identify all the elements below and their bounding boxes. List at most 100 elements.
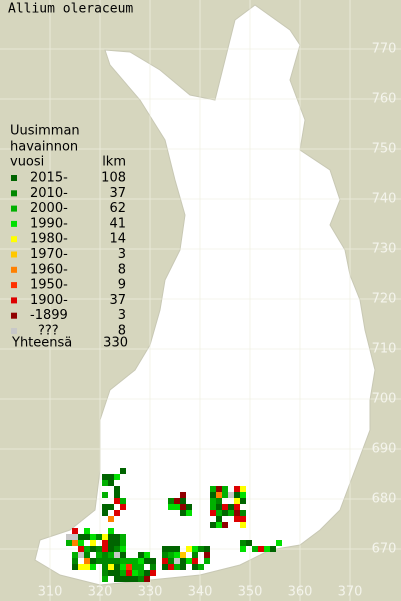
total-count: 330: [103, 336, 128, 351]
legend-count: 108: [101, 171, 126, 186]
observation-square: [168, 552, 174, 558]
observation-square: [174, 546, 180, 552]
observation-square: [114, 564, 120, 570]
observation-square: [66, 534, 72, 540]
observation-square: [114, 558, 120, 564]
observation-square: [204, 552, 210, 558]
observation-square: [78, 564, 84, 570]
observation-square: [222, 504, 228, 510]
observation-square: [168, 504, 174, 510]
observation-square: [102, 552, 108, 558]
observation-square: [138, 564, 144, 570]
observation-square: [84, 564, 90, 570]
observation-square: [90, 540, 96, 546]
legend-label: 1960-: [30, 262, 68, 277]
legend-swatch: [11, 220, 17, 227]
observation-square: [144, 576, 150, 582]
observation-square: [132, 558, 138, 564]
y-axis-label: 690: [372, 442, 397, 457]
y-axis-label: 670: [372, 542, 397, 557]
observation-square: [234, 498, 240, 504]
observation-square: [114, 492, 120, 498]
observation-square: [222, 510, 228, 516]
observation-square: [150, 558, 156, 564]
legend-count: 37: [109, 186, 126, 201]
observation-square: [114, 546, 120, 552]
observation-square: [186, 558, 192, 564]
legend-label: 1950-: [30, 278, 68, 293]
observation-square: [114, 474, 120, 480]
observation-square: [162, 546, 168, 552]
observation-square: [84, 534, 90, 540]
legend-label: 2015-: [30, 171, 68, 186]
observation-square: [222, 486, 228, 492]
observation-square: [270, 546, 276, 552]
legend-count: 41: [109, 216, 126, 231]
observation-square: [228, 510, 234, 516]
observation-square: [114, 534, 120, 540]
observation-square: [216, 510, 222, 516]
observation-square: [102, 564, 108, 570]
observation-square: [84, 528, 90, 534]
observation-square: [102, 570, 108, 576]
observation-square: [168, 564, 174, 570]
observation-square: [120, 558, 126, 564]
observation-square: [168, 498, 174, 504]
observation-square: [66, 540, 72, 546]
observation-square: [246, 540, 252, 546]
observation-square: [108, 504, 114, 510]
legend-swatch: [11, 282, 17, 289]
observation-square: [114, 552, 120, 558]
observation-square: [192, 552, 198, 558]
observation-square: [252, 546, 258, 552]
observation-square: [264, 546, 270, 552]
legend-label: ???: [38, 324, 59, 339]
observation-square: [102, 504, 108, 510]
legend-count: 8: [118, 262, 126, 277]
x-axis-label: 330: [138, 585, 163, 600]
observation-square: [102, 480, 108, 486]
observation-square: [96, 552, 102, 558]
legend-swatch: [11, 251, 17, 258]
observation-square: [126, 558, 132, 564]
observation-square: [234, 516, 240, 522]
legend-header: Uusimman: [10, 124, 80, 139]
observation-square: [228, 504, 234, 510]
observation-square: [192, 558, 198, 564]
observation-square: [84, 552, 90, 558]
observation-square: [162, 552, 168, 558]
observation-square: [96, 534, 102, 540]
legend-count: 3: [118, 308, 126, 323]
observation-square: [240, 522, 246, 528]
observation-square: [216, 516, 222, 522]
legend-label: 2010-: [30, 186, 68, 201]
observation-square: [108, 570, 114, 576]
observation-square: [240, 516, 246, 522]
x-axis-label: 310: [38, 585, 63, 600]
observation-square: [210, 486, 216, 492]
observation-square: [144, 552, 150, 558]
observation-square: [114, 540, 120, 546]
observation-square: [210, 504, 216, 510]
observation-square: [162, 558, 168, 564]
legend-count: 8: [118, 324, 126, 339]
observation-square: [240, 510, 246, 516]
observation-square: [234, 504, 240, 510]
observation-square: [180, 498, 186, 504]
observation-square: [186, 510, 192, 516]
observation-square: [216, 486, 222, 492]
observation-square: [210, 522, 216, 528]
legend-label: 1990-: [30, 216, 68, 231]
observation-square: [120, 498, 126, 504]
observation-square: [216, 522, 222, 528]
observation-square: [132, 570, 138, 576]
observation-square: [240, 498, 246, 504]
observation-square: [114, 486, 120, 492]
legend-header: havainnon: [10, 140, 78, 155]
observation-square: [168, 558, 174, 564]
total-label: Yhteensä: [11, 336, 72, 351]
x-axis-label: 360: [288, 585, 313, 600]
observation-square: [114, 510, 120, 516]
observation-square: [108, 474, 114, 480]
legend-count: 14: [109, 232, 126, 247]
